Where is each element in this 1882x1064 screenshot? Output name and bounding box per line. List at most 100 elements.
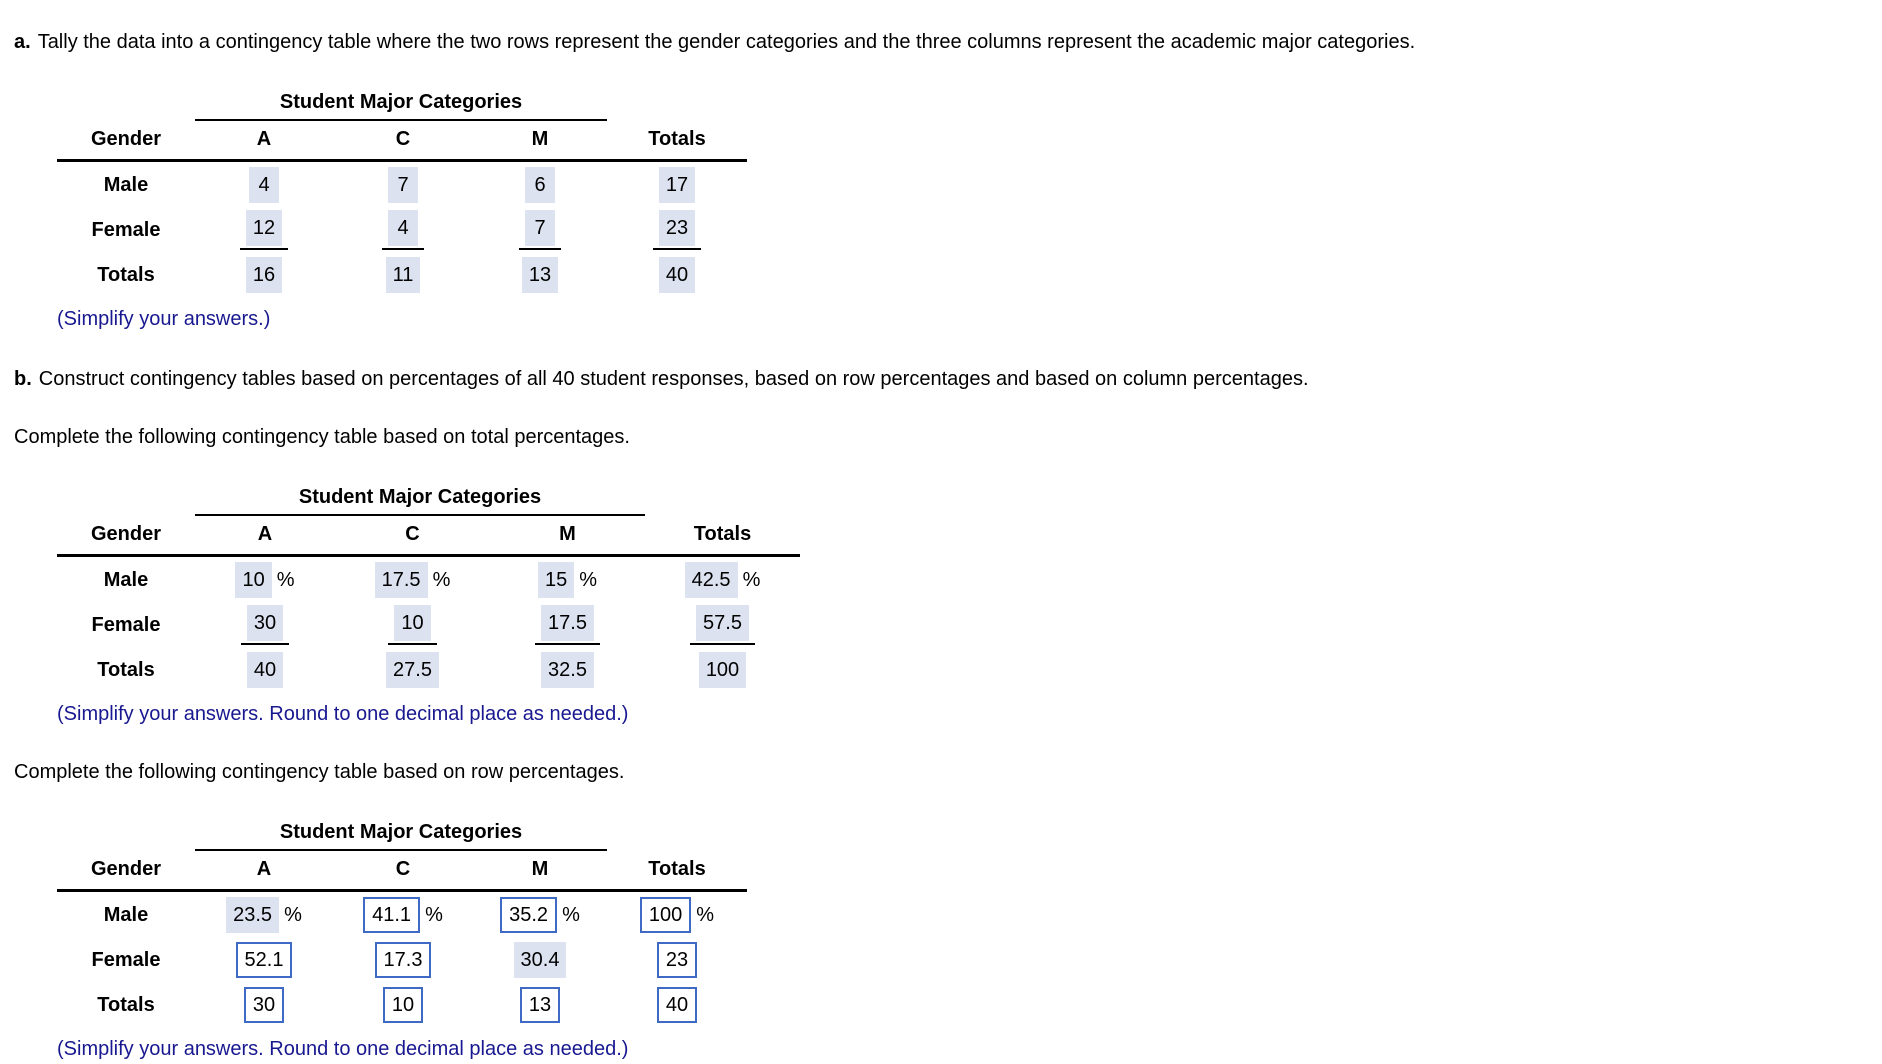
table-cell: 23.5% (195, 896, 333, 933)
row-pct-col-header-a: A (256, 858, 272, 880)
total-pct-female-totals-answer[interactable]: 57.5 (696, 604, 749, 641)
part-b-label: b. (14, 368, 32, 390)
part-a-text: Tally the data into a contingency table … (37, 31, 1416, 53)
percent-sign: % (276, 568, 295, 591)
counts-female-c-answer[interactable]: 4 (388, 209, 418, 246)
total-pct-female-c-answer[interactable]: 10 (394, 604, 431, 641)
simplify-note-counts: (Simplify your answers.) (57, 308, 271, 330)
row-pct-female-c-input[interactable]: 17.3 (374, 941, 432, 978)
counts-female-row: Female 12 4 7 23 (57, 207, 747, 252)
table-cell: 40 (195, 651, 335, 688)
row-pct-male-a-answer[interactable]: 23.5 (226, 896, 280, 933)
table-cell: 11 (333, 256, 473, 293)
counts-male-c-answer[interactable]: 7 (388, 166, 418, 203)
total-pct-totals-m-answer[interactable]: 32.5 (541, 651, 594, 688)
table-cell: 17.5 (490, 604, 645, 645)
sum-underline: 23 (652, 209, 702, 250)
counts-female-a-answer[interactable]: 12 (245, 209, 283, 246)
total-pct-header-row: Gender A C M Totals (57, 516, 800, 557)
table-cell: 10% (195, 561, 335, 598)
counts-col-header-m: M (531, 128, 549, 150)
table-cell: 40 (607, 986, 747, 1023)
table-cell: 23 (607, 209, 747, 250)
row-pct-totals-a-input[interactable]: 30 (243, 986, 285, 1023)
table-cell: 7 (473, 209, 607, 250)
row-pct-totals-row: Totals 30 10 13 40 (57, 982, 747, 1027)
total-pct-female-m-answer[interactable]: 17.5 (541, 604, 594, 641)
table-cell: 30 (195, 604, 335, 645)
counts-male-totals-answer[interactable]: 17 (658, 166, 696, 203)
row-pct-male-m-input[interactable]: 35.2 (500, 896, 558, 933)
total-pct-col-header-a: A (257, 523, 273, 545)
counts-totals-row: Totals 16 11 13 40 (57, 252, 747, 297)
counts-male-m-answer[interactable]: 6 (525, 166, 555, 203)
table-cell: 15% (490, 561, 645, 598)
counts-male-a-answer[interactable]: 4 (249, 166, 279, 203)
row-pct-female-totals-input[interactable]: 23 (656, 941, 698, 978)
table-cell: 4 (333, 209, 473, 250)
total-pct-male-totals-answer[interactable]: 42.5 (684, 561, 738, 598)
counts-header-row: Gender A C M Totals (57, 121, 747, 162)
total-pct-totals-a-answer[interactable]: 40 (246, 651, 284, 688)
counts-title-row: Student Major Categories (57, 90, 747, 121)
counts-col-header-totals: Totals (648, 128, 706, 150)
table-cell: 23 (607, 941, 747, 978)
counts-row-label-female: Female (91, 218, 161, 241)
row-pct-header-row: Gender A C M Totals (57, 851, 747, 892)
total-pct-male-m-answer[interactable]: 15 (537, 561, 575, 598)
row-pct-totals-m-input[interactable]: 13 (519, 986, 561, 1023)
total-pct-female-a-answer[interactable]: 30 (246, 604, 284, 641)
table-cell: 30 (195, 986, 333, 1023)
counts-row-label-male: Male (103, 173, 149, 196)
row-pct-title-row: Student Major Categories (57, 820, 747, 851)
total-pct-row-label-female: Female (91, 613, 161, 636)
row-percentage-table: Student Major Categories Gender A C M To… (57, 820, 747, 1027)
total-pct-table-title: Student Major Categories (195, 485, 645, 516)
counts-row-label-totals: Totals (97, 263, 155, 286)
counts-totals-m-answer[interactable]: 13 (521, 256, 559, 293)
sum-underline: 57.5 (690, 604, 755, 645)
row-pct-female-row: Female 52.1 17.3 30.4 23 (57, 937, 747, 982)
counts-female-totals-answer[interactable]: 23 (658, 209, 696, 246)
sum-underline: 10 (388, 604, 437, 645)
table-cell: 17.3 (333, 941, 473, 978)
total-pct-col-header-totals: Totals (693, 523, 752, 545)
total-pct-male-a-answer[interactable]: 10 (235, 561, 272, 598)
table-cell: 30.4 (473, 941, 607, 978)
table-cell: 32.5 (490, 651, 645, 688)
counts-totals-a-answer[interactable]: 16 (245, 256, 283, 293)
simplify-note-total-pct: (Simplify your answers. Round to one dec… (57, 703, 629, 725)
counts-totals-totals-answer[interactable]: 40 (658, 256, 696, 293)
row-pct-male-c-input[interactable]: 41.1 (363, 896, 421, 933)
total-pct-col-header-gender: Gender (90, 523, 162, 545)
total-pct-row-label-totals: Totals (97, 658, 155, 681)
counts-female-m-answer[interactable]: 7 (525, 209, 555, 246)
table-cell: 27.5 (335, 651, 490, 688)
simplify-note-row-pct: (Simplify your answers. Round to one dec… (57, 1038, 629, 1060)
percent-sign: % (432, 568, 451, 591)
sum-underline: 30 (240, 604, 290, 645)
part-b-text: Construct contingency tables based on pe… (38, 368, 1309, 390)
counts-totals-c-answer[interactable]: 11 (385, 256, 421, 293)
row-pct-table-title: Student Major Categories (195, 820, 607, 851)
row-pct-totals-c-input[interactable]: 10 (382, 986, 424, 1023)
total-pct-totals-c-answer[interactable]: 27.5 (386, 651, 439, 688)
row-pct-male-row: Male 23.5% 41.1% 35.2% 100% (57, 892, 747, 937)
row-pct-col-header-m: M (531, 858, 549, 880)
table-cell: 10 (333, 986, 473, 1023)
row-pct-totals-totals-input[interactable]: 40 (656, 986, 698, 1023)
total-pct-female-row: Female 30 10 17.5 57.5 (57, 602, 800, 647)
row-pct-female-m-answer[interactable]: 30.4 (513, 941, 567, 978)
total-pct-totals-totals-answer[interactable]: 100 (698, 651, 747, 688)
table-cell: 7 (333, 166, 473, 203)
row-pct-row-label-female: Female (91, 948, 161, 971)
total-pct-male-c-answer[interactable]: 17.5 (374, 561, 428, 598)
table-cell: 13 (473, 256, 607, 293)
row-pct-female-a-input[interactable]: 52.1 (235, 941, 293, 978)
table-cell: 41.1% (333, 896, 473, 933)
row-pct-col-header-gender: Gender (90, 858, 162, 880)
row-pct-male-totals-input[interactable]: 100 (639, 896, 692, 933)
percent-sign: % (742, 568, 761, 591)
table-cell: 12 (195, 209, 333, 250)
